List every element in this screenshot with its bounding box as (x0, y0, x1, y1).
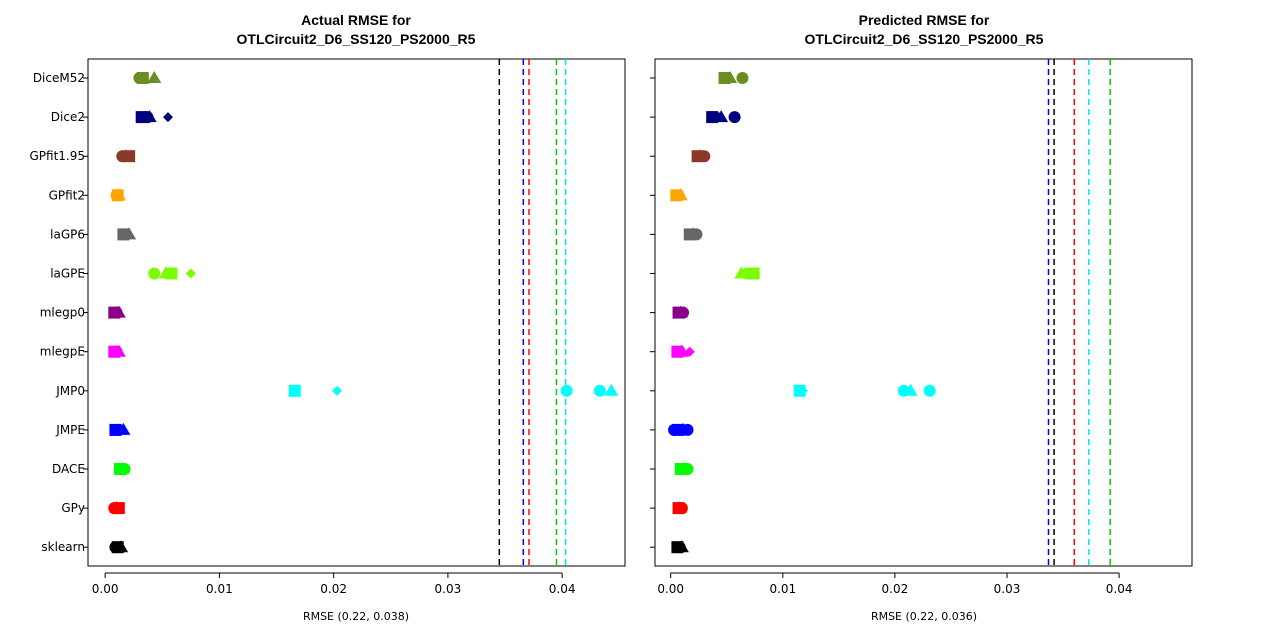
y-tick-label: mlegp0 (40, 306, 85, 320)
data-point-circle (698, 150, 711, 163)
data-point-diamond (162, 112, 173, 123)
y-tick-label: GPfit1.95 (29, 149, 85, 163)
data-point-circle (675, 502, 688, 515)
predicted-rmse-panel: Predicted RMSE for OTLCircuit2_D6_SS120_… (650, 12, 1193, 623)
y-tick-label: DiceM52 (33, 71, 85, 85)
x-tick-label: 0.02 (320, 582, 347, 596)
x-axis-label: RMSE (0.22, 0.036) (871, 610, 977, 623)
y-tick-label: DACE (52, 462, 85, 476)
data-point-square (288, 384, 301, 397)
x-axis-label: RMSE (0.22, 0.038) (303, 610, 409, 623)
data-point-circle (681, 423, 694, 436)
x-tick-label: 0.02 (882, 582, 909, 596)
data-point-triangle (116, 422, 131, 435)
reference-lines (1047, 59, 1111, 566)
plot-area-frame (87, 58, 626, 567)
data-point-triangle (147, 71, 162, 83)
panel-title-line-1: Actual RMSE for (301, 12, 411, 28)
y-tick-label: GPy (61, 501, 85, 515)
data-point-circle (593, 384, 606, 397)
data-point-circle (148, 267, 161, 280)
x-tick-label: 0.00 (92, 582, 119, 596)
y-tick-label: JMPE (55, 423, 85, 437)
data-point-triangle (723, 71, 738, 83)
x-tick-label: 0.03 (435, 582, 462, 596)
data-point-circle (736, 72, 749, 84)
data-point-triangle (604, 383, 619, 396)
data-point-square (706, 111, 719, 124)
data-point-triangle (714, 110, 729, 123)
y-tick-label: laGPE (50, 267, 85, 281)
data-point-circle (681, 463, 694, 475)
data-point-square (747, 267, 760, 280)
y-axis-labels (650, 77, 655, 548)
data-point-triangle (674, 344, 689, 357)
x-axis: 0.00 0.01 0.02 0.03 0.04 (657, 572, 1133, 596)
y-tick-label: Dice2 (51, 110, 85, 124)
y-tick-label: JMP0 (55, 384, 85, 398)
data-point-triangle (903, 383, 918, 396)
panel-title-line-2: OTLCircuit2_D6_SS120_PS2000_R5 (805, 31, 1044, 47)
data-point-circle (677, 306, 690, 319)
data-point-diamond (332, 385, 343, 396)
panel-title-line-2: OTLCircuit2_D6_SS120_PS2000_R5 (237, 31, 476, 47)
data-points (668, 71, 936, 554)
y-tick-label: GPfit2 (49, 188, 85, 202)
data-point-diamond (797, 385, 808, 396)
data-point-circle (923, 384, 936, 397)
x-tick-label: 0.00 (657, 582, 684, 596)
data-point-square (165, 267, 178, 280)
data-point-square (123, 150, 136, 163)
data-point-diamond (185, 268, 196, 279)
y-tick-label: mlegpE (40, 345, 85, 359)
data-point-triangle (674, 540, 689, 553)
plot-area-frame (654, 58, 1193, 567)
data-points (108, 71, 619, 554)
data-point-triangle (111, 344, 126, 357)
data-point-circle (560, 384, 573, 397)
x-tick-label: 0.04 (549, 582, 576, 596)
actual-rmse-panel: Actual RMSE for OTLCircuit2_D6_SS120_PS2… (29, 12, 626, 623)
x-tick-label: 0.03 (994, 582, 1021, 596)
x-tick-label: 0.04 (1106, 582, 1133, 596)
data-point-triangle (122, 227, 137, 240)
x-tick-label: 0.01 (769, 582, 796, 596)
data-point-square (136, 72, 149, 84)
data-point-triangle (114, 540, 129, 553)
data-point-circle (728, 111, 741, 124)
data-point-square (112, 502, 125, 515)
y-tick-label: laGP6 (50, 227, 85, 241)
panel-title-line-1: Predicted RMSE for (859, 12, 990, 28)
x-axis: 0.00 0.01 0.02 0.03 0.04 (92, 572, 576, 596)
y-axis-labels: DiceM52 Dice2 GPfit1.95 GPfit2 laGP6 laGPE mle… (29, 71, 88, 554)
data-point-triangle (142, 110, 157, 123)
data-point-triangle (111, 305, 126, 318)
x-tick-label: 0.01 (206, 582, 233, 596)
data-point-circle (690, 228, 703, 241)
y-tick-label: sklearn (41, 540, 85, 554)
reference-lines (498, 59, 567, 566)
data-point-diamond (684, 346, 695, 357)
data-point-triangle (111, 188, 126, 201)
data-point-circle (118, 463, 131, 475)
data-point-triangle (673, 188, 688, 201)
